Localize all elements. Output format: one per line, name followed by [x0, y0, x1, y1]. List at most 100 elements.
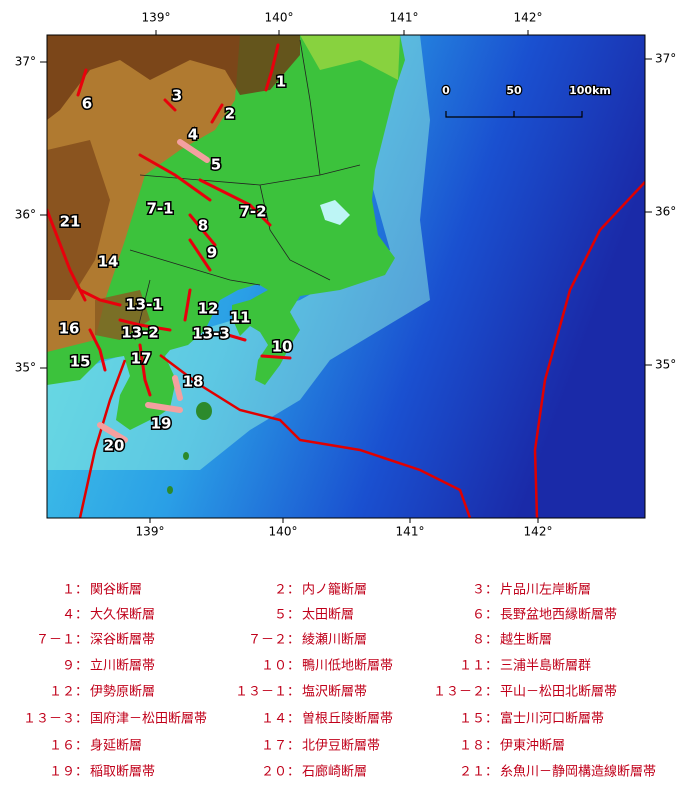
fault-label: 3 [172, 87, 182, 105]
legend-key: １３－１： [235, 685, 300, 700]
map [47, 35, 645, 518]
legend-key: ９： [62, 659, 88, 674]
fault-label: 4 [188, 126, 198, 144]
legend-key: １８： [459, 739, 498, 754]
faults [47, 43, 292, 443]
fault-label: 14 [98, 253, 119, 271]
legend-name: 越生断層 [500, 633, 552, 648]
legend-key: １３－２： [433, 685, 498, 700]
scale-bar [445, 111, 583, 118]
legend-name: 身延断層 [90, 738, 142, 754]
legend-name: 立川断層帯 [90, 659, 155, 674]
legend-name: 曽根丘陵断層帯 [302, 712, 393, 727]
scale-label: 50 [506, 84, 522, 97]
longitude-label: 141° [390, 11, 419, 25]
latitude-label: 36° [655, 205, 676, 219]
island [196, 402, 212, 420]
legend-key: １９： [49, 765, 88, 780]
longitude-label: 140° [265, 11, 294, 25]
legend-name: 太田断層 [302, 608, 354, 623]
legend-name: 三浦半島断層群 [500, 659, 591, 674]
longitude-label: 140° [269, 525, 298, 539]
legend-name: 平山－松田北断層帯 [500, 685, 617, 700]
longitude-label: 142° [524, 525, 553, 539]
fault-label: 13-2 [121, 324, 159, 342]
legend-name: 大久保断層 [90, 608, 155, 623]
longitude-label: 139° [142, 11, 171, 25]
fault-label: 5 [211, 156, 221, 174]
fault-label: 13-1 [125, 296, 163, 314]
legend-key: １３－３： [23, 712, 88, 727]
legend-name: 内ノ籠断層 [302, 582, 367, 598]
legend-key: ６： [472, 608, 498, 623]
fault-label: 2 [225, 105, 235, 123]
fault-label: 7-1 [146, 200, 173, 218]
fault-label: 18 [183, 373, 204, 391]
scale-label: 100km [569, 84, 611, 97]
legend-key: ５： [274, 608, 300, 623]
legend-name: 糸魚川－静岡構造線断層帯 [500, 764, 656, 780]
longitude-label: 142° [514, 11, 543, 25]
legend-name: 国府津－松田断層帯 [90, 712, 207, 727]
legend-key: １０： [261, 659, 300, 674]
legend-name: 関谷断層 [90, 583, 142, 598]
legend-key: ２１： [459, 765, 498, 780]
legend-name: 片品川左岸断層 [500, 583, 591, 598]
lake [320, 200, 350, 225]
fault-label: 10 [272, 338, 293, 356]
scale-label: 0 [442, 84, 450, 97]
fault-label: 9 [207, 244, 217, 262]
legend-key: １４： [261, 712, 300, 727]
high-mountains [47, 140, 110, 300]
fault-label: 1 [276, 73, 286, 91]
fault-label: 12 [198, 300, 219, 318]
map-frame [46, 34, 646, 519]
island [183, 452, 189, 460]
legend-key: １： [62, 583, 88, 598]
longitude-label: 141° [396, 525, 425, 539]
legend-key: ３： [472, 583, 498, 598]
legend-key: １１： [459, 659, 498, 674]
latitude-label: 35° [15, 361, 36, 375]
island [167, 486, 173, 494]
fault-label: 19 [151, 415, 172, 433]
latitude-label: 37° [655, 52, 676, 66]
longitude-label: 139° [136, 525, 165, 539]
fault-label: 21 [60, 213, 81, 231]
legend-key: ４： [62, 608, 88, 623]
legend-key: １５： [459, 712, 498, 727]
legend-name: 鴨川低地断層帯 [302, 659, 393, 674]
legend-name: 綾瀬川断層 [302, 632, 367, 648]
fault-label: 6 [82, 95, 92, 113]
fault-label: 7-2 [239, 203, 266, 221]
latitude-label: 35° [655, 358, 676, 372]
fault-label: 8 [198, 217, 208, 235]
fault-label: 13-3 [192, 325, 230, 343]
legend-key: ７－１： [36, 633, 88, 648]
hills [300, 35, 400, 80]
legend-name: 北伊豆断層帯 [302, 739, 380, 754]
legend-name: 伊勢原断層 [90, 685, 155, 700]
legend-key: ７－２： [248, 633, 300, 648]
legend-key: １６： [49, 739, 88, 754]
legend-key: １２： [49, 685, 88, 700]
legend-key: ２０： [261, 765, 300, 780]
legend-key: ８： [472, 633, 498, 648]
fault-label: 15 [70, 353, 91, 371]
legend-name: 深谷断層帯 [90, 633, 155, 648]
high-mountains [47, 35, 300, 120]
mountains [47, 35, 240, 352]
fault-label: 16 [59, 320, 80, 338]
fault-label: 11 [230, 309, 251, 327]
legend-name: 伊東沖断層 [500, 738, 565, 754]
legend-name: 石廊崎断層 [302, 764, 367, 780]
legend-name: 塩沢断層帯 [302, 685, 367, 700]
legend-name: 富士川河口断層帯 [500, 711, 604, 727]
legend-name: 稲取断層帯 [90, 765, 155, 780]
fault-label: 20 [104, 437, 125, 455]
latitude-label: 36° [15, 208, 36, 222]
fault-label: 17 [131, 350, 152, 368]
legend-key: １７： [261, 739, 300, 754]
legend-name: 長野盆地西縁断層帯 [500, 607, 617, 623]
